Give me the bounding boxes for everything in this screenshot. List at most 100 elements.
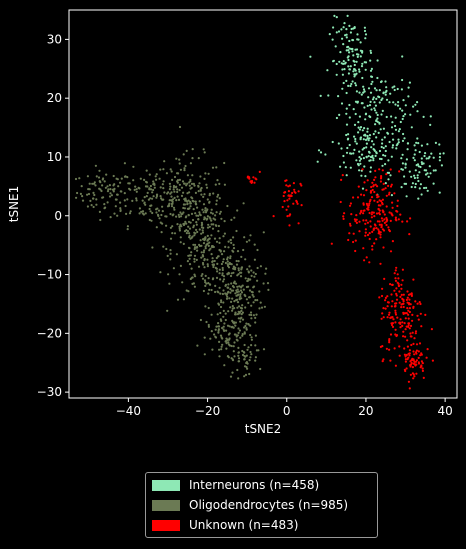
interneurons-point (358, 150, 361, 153)
oligodendrocytes-point (254, 272, 257, 276)
legend-label-interneurons: Interneurons (n=458) (189, 478, 320, 492)
oligodendrocytes-point (220, 301, 223, 304)
oligodendrocytes-point (210, 208, 213, 211)
oligodendrocytes-point (216, 195, 219, 198)
unknown-point (391, 206, 394, 209)
interneurons-point (365, 142, 368, 145)
oligodendrocytes-point (232, 265, 235, 268)
oligodendrocytes-point (266, 282, 270, 285)
unknown-point (402, 330, 405, 333)
interneurons-point (355, 142, 358, 145)
oligodendrocytes-point (204, 209, 207, 212)
unknown-point (389, 250, 393, 253)
oligodendrocytes-point (228, 337, 231, 340)
oligodendrocytes-point (201, 231, 205, 234)
oligodendrocytes-point (236, 334, 239, 337)
interneurons-point (390, 155, 393, 158)
oligodendrocytes-point (214, 284, 217, 287)
oligodendrocytes-point (209, 283, 212, 286)
interneurons-point (317, 149, 321, 152)
unknown-point (386, 301, 390, 304)
oligodendrocytes-point (259, 265, 262, 268)
oligodendrocytes-point (244, 277, 247, 280)
oligodendrocytes-point (92, 205, 95, 209)
y-tick-label: −10 (37, 268, 62, 282)
unknown-point (400, 306, 403, 309)
legend-swatch-oligodendrocytes (152, 499, 180, 511)
oligodendrocytes-point (242, 202, 245, 205)
unknown-point (420, 365, 423, 368)
interneurons-point (374, 123, 377, 126)
oligodendrocytes-point (186, 192, 189, 195)
interneurons-point (348, 47, 351, 50)
oligodendrocytes-point (193, 254, 197, 257)
oligodendrocytes-point (149, 184, 152, 188)
oligodendrocytes-point (237, 269, 240, 272)
unknown-point (288, 224, 291, 227)
oligodendrocytes-point (248, 296, 251, 299)
oligodendrocytes-point (228, 297, 231, 300)
interneurons-point (415, 141, 418, 144)
oligodendrocytes-point (228, 344, 231, 347)
interneurons-point (376, 113, 379, 117)
oligodendrocytes-point (201, 208, 204, 211)
unknown-point (407, 317, 410, 320)
unknown-point (393, 289, 396, 292)
oligodendrocytes-point (95, 203, 98, 206)
oligodendrocytes-point (221, 272, 224, 275)
unknown-point (375, 212, 379, 215)
unknown-point (249, 180, 252, 183)
oligodendrocytes-point (215, 224, 218, 227)
oligodendrocytes-point (218, 355, 221, 358)
interneurons-point (363, 127, 366, 130)
oligodendrocytes-point (212, 265, 215, 269)
unknown-point (404, 358, 407, 361)
oligodendrocytes-point (199, 188, 202, 191)
oligodendrocytes-point (235, 289, 238, 292)
legend-item-interneurons: Interneurons (n=458) (152, 475, 377, 495)
oligodendrocytes-point (203, 266, 206, 269)
oligodendrocytes-point (179, 264, 182, 267)
oligodendrocytes-point (90, 204, 93, 207)
oligodendrocytes-point (177, 213, 180, 216)
oligodendrocytes-point (206, 265, 209, 268)
oligodendrocytes-point (259, 301, 262, 304)
oligodendrocytes-point (244, 324, 247, 328)
oligodendrocytes-point (87, 192, 91, 196)
oligodendrocytes-point (151, 197, 154, 200)
oligodendrocytes-point (132, 165, 135, 168)
oligodendrocytes-point (248, 372, 251, 376)
unknown-point (390, 213, 393, 216)
interneurons-point (366, 127, 369, 130)
oligodendrocytes-point (107, 188, 110, 191)
oligodendrocytes-point (212, 263, 215, 266)
oligodendrocytes-point (211, 257, 214, 260)
interneurons-point (334, 45, 337, 48)
interneurons-point (333, 14, 336, 17)
oligodendrocytes-point (240, 285, 243, 288)
oligodendrocytes-point (120, 177, 123, 180)
interneurons-point (338, 113, 341, 116)
interneurons-point (428, 165, 431, 168)
unknown-point (397, 277, 400, 280)
oligodendrocytes-point (194, 200, 197, 203)
oligodendrocytes-point (144, 212, 147, 215)
interneurons-point (361, 76, 364, 80)
interneurons-point (364, 175, 367, 178)
oligodendrocytes-point (101, 184, 104, 187)
interneurons-point (348, 51, 351, 54)
oligodendrocytes-point (190, 212, 194, 215)
unknown-point (413, 375, 416, 378)
interneurons-point (374, 104, 377, 107)
interneurons-point (356, 55, 359, 59)
oligodendrocytes-point (241, 333, 244, 336)
oligodendrocytes-point (126, 176, 129, 179)
interneurons-point (358, 128, 362, 131)
unknown-point (382, 358, 385, 361)
oligodendrocytes-point (218, 340, 221, 343)
oligodendrocytes-point (187, 225, 190, 228)
oligodendrocytes-point (169, 192, 172, 195)
unknown-point (362, 219, 365, 222)
interneurons-point (391, 132, 394, 135)
oligodendrocytes-point (141, 199, 144, 202)
